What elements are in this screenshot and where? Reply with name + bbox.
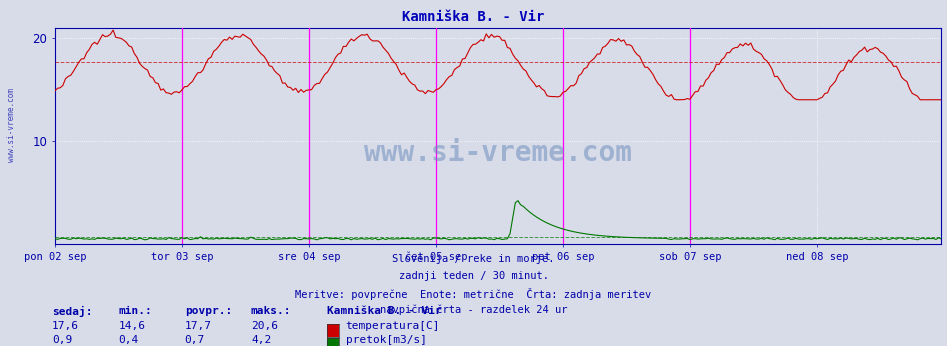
Text: temperatura[C]: temperatura[C] — [346, 321, 440, 331]
Text: 14,6: 14,6 — [118, 321, 146, 331]
Text: sedaj:: sedaj: — [52, 306, 93, 317]
Text: Slovenija / reke in morje.: Slovenija / reke in morje. — [392, 254, 555, 264]
Text: zadnji teden / 30 minut.: zadnji teden / 30 minut. — [399, 271, 548, 281]
Text: 17,6: 17,6 — [52, 321, 80, 331]
Text: navpična črta - razdelek 24 ur: navpična črta - razdelek 24 ur — [380, 304, 567, 315]
Text: 0,4: 0,4 — [118, 335, 138, 345]
Text: 20,6: 20,6 — [251, 321, 278, 331]
Text: www.si-vreme.com: www.si-vreme.com — [365, 139, 632, 167]
Text: min.:: min.: — [118, 306, 152, 316]
Text: maks.:: maks.: — [251, 306, 292, 316]
Text: Kamniška B. - Vir: Kamniška B. - Vir — [402, 10, 545, 24]
Text: 0,7: 0,7 — [185, 335, 205, 345]
Text: pretok[m3/s]: pretok[m3/s] — [346, 335, 427, 345]
Text: 0,9: 0,9 — [52, 335, 72, 345]
Text: 4,2: 4,2 — [251, 335, 271, 345]
Text: Meritve: povprečne  Enote: metrične  Črta: zadnja meritev: Meritve: povprečne Enote: metrične Črta:… — [295, 288, 652, 300]
Text: 17,7: 17,7 — [185, 321, 212, 331]
Text: Kamniška B. - Vir: Kamniška B. - Vir — [327, 306, 441, 316]
Text: www.si-vreme.com: www.si-vreme.com — [7, 88, 16, 162]
Text: povpr.:: povpr.: — [185, 306, 232, 316]
